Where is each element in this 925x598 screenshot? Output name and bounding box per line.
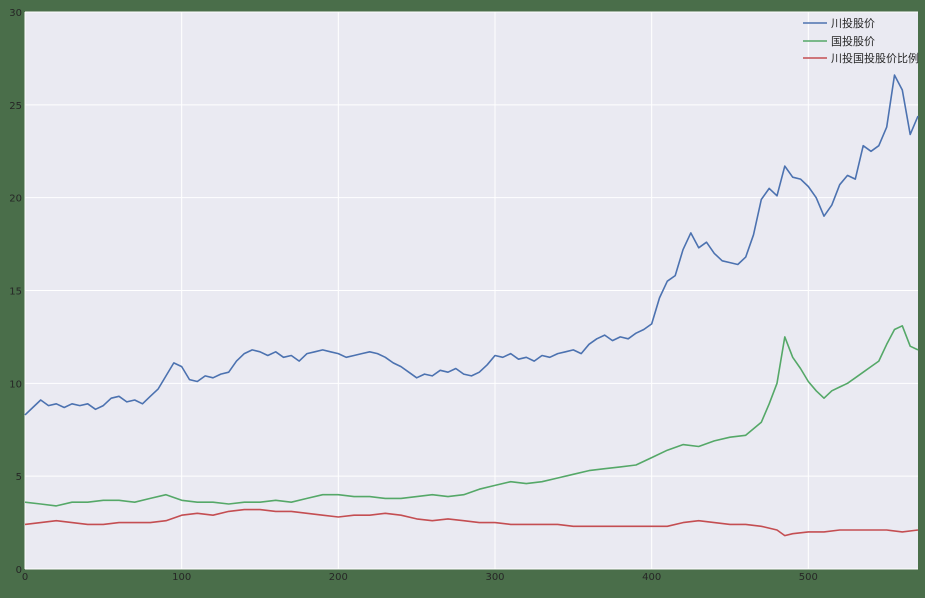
series-line-3 [24,508,919,537]
y-tick-label: 30 [9,8,22,19]
y-gridlines [25,11,918,570]
x-tick-label: 200 [329,572,348,583]
legend: 川投股价 国投股价 川投国投股价比例 [803,16,919,65]
y-tick-label: 25 [9,101,22,112]
x-tick-label: 100 [172,572,191,583]
x-tick-labels: 0 100 200 300 400 500 [22,572,818,583]
series-line-2 [24,325,919,507]
x-tick-label: 300 [485,572,504,583]
legend-label-1: 川投股价 [831,16,875,30]
y-tick-label: 5 [16,472,22,483]
x-tick-label: 500 [799,572,818,583]
y-tick-label: 15 [9,287,22,298]
x-tick-label: 0 [22,572,28,583]
legend-label-3: 川投国投股价比例 [831,51,919,65]
legend-label-2: 国投股价 [831,34,875,48]
series-layer [24,74,919,537]
y-tick-labels: 0 5 10 15 20 25 30 [9,8,22,576]
y-tick-label: 10 [9,379,22,390]
x-tick-label: 400 [642,572,661,583]
series-line-1 [24,74,919,416]
y-tick-label: 0 [16,565,22,576]
y-tick-label: 20 [9,194,22,205]
